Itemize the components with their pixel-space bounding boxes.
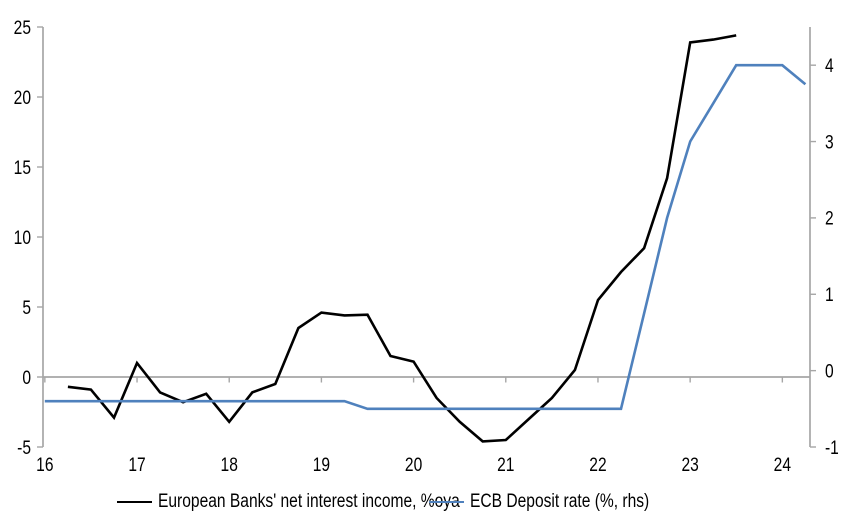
x-axis-tick-label: 18 (221, 454, 238, 476)
left-axis-tick-label: 0 (22, 366, 31, 388)
right-axis-tick-label: -1 (825, 436, 839, 458)
x-axis-tick-label: 22 (589, 454, 606, 476)
right-axis-tick-label: 1 (825, 284, 834, 306)
right-axis-tick-label: 4 (825, 54, 834, 76)
x-axis-tick-label: 21 (497, 454, 514, 476)
series-line-ecb (44, 63, 807, 411)
right-axis-tick-label: 3 (825, 131, 834, 153)
x-axis-tick-label: 16 (36, 454, 53, 476)
left-axis-tick-label: 5 (22, 296, 31, 318)
left-axis-tick-label: 10 (14, 226, 31, 248)
x-axis-tick-label: 24 (774, 454, 792, 476)
x-axis-tick-label: 19 (313, 454, 330, 476)
left-axis-tick-label: -5 (17, 436, 31, 458)
left-axis-tick-label: 25 (14, 16, 31, 38)
x-axis-tick-label: 23 (681, 454, 698, 476)
left-axis-tick-label: 15 (14, 156, 31, 178)
series-line-nii (67, 34, 737, 443)
right-axis-tick-label: 2 (825, 207, 834, 229)
left-axis-tick-label: 20 (14, 86, 31, 108)
right-axis-tick-label: 0 (825, 360, 834, 382)
x-axis-tick-label: 17 (128, 454, 145, 476)
x-axis-tick-label: 20 (405, 454, 422, 476)
